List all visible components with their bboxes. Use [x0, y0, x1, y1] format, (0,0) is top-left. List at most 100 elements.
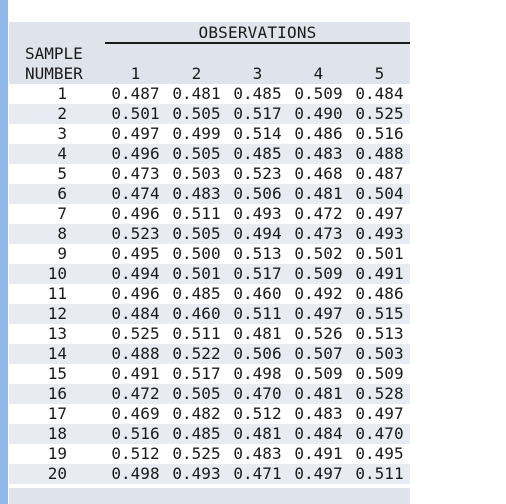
observation-cell: 0.493 [172, 464, 221, 483]
sample-number-cell: 1 [57, 84, 67, 103]
observation-cell: 0.525 [111, 324, 160, 343]
observations-table: OBSERVATIONS SAMPLE NUMBER 1 2 3 4 5 1 0.… [9, 22, 410, 504]
observation-cell: 0.468 [294, 164, 343, 183]
observation-cell: 0.516 [111, 424, 160, 443]
table-row: 19 0.512 0.525 0.483 0.491 0.495 [9, 444, 410, 464]
observation-cell: 0.498 [111, 464, 160, 483]
observation-cell: 0.487 [355, 164, 404, 183]
observation-cell: 0.509 [294, 84, 343, 103]
observation-cell: 0.487 [111, 84, 160, 103]
sample-number-cell: 7 [57, 204, 67, 223]
table-row: 3 0.497 0.499 0.514 0.486 0.516 [9, 124, 410, 144]
sample-number-cell: 8 [57, 224, 67, 243]
observation-cell: 0.525 [172, 444, 221, 463]
observation-cell: 0.486 [355, 284, 404, 303]
sample-number-cell: 5 [57, 164, 67, 183]
observation-cell: 0.507 [294, 344, 343, 363]
observation-cell: 0.481 [172, 84, 221, 103]
observation-cell: 0.482 [172, 404, 221, 423]
observation-cell: 0.516 [355, 124, 404, 143]
table-row: 7 0.496 0.511 0.493 0.472 0.497 [9, 204, 410, 224]
observation-cell: 0.469 [111, 404, 160, 423]
observation-cell: 0.492 [294, 284, 343, 303]
observation-cell: 0.503 [355, 344, 404, 363]
observation-cell: 0.523 [233, 164, 282, 183]
table-header: OBSERVATIONS SAMPLE NUMBER 1 2 3 4 5 [9, 22, 410, 84]
table-row: 11 0.496 0.485 0.460 0.492 0.486 [9, 284, 410, 304]
sample-number-cell: 11 [47, 284, 67, 303]
observation-cell: 0.502 [294, 244, 343, 263]
observation-cell: 0.488 [111, 344, 160, 363]
observation-cell: 0.474 [111, 184, 160, 203]
sample-number-cell: 18 [47, 424, 67, 443]
column-header-5: 5 [374, 64, 385, 83]
table-row: 20 0.498 0.493 0.471 0.497 0.511 [9, 464, 410, 484]
observation-cell: 0.497 [294, 464, 343, 483]
table-row: 15 0.491 0.517 0.498 0.509 0.509 [9, 364, 410, 384]
observation-cell: 0.512 [233, 404, 282, 423]
observation-cell: 0.505 [172, 224, 221, 243]
table-row: 5 0.473 0.503 0.523 0.468 0.487 [9, 164, 410, 184]
observation-cell: 0.495 [111, 244, 160, 263]
observation-cell: 0.523 [111, 224, 160, 243]
observation-cell: 0.484 [355, 84, 404, 103]
observation-cell: 0.505 [172, 104, 221, 123]
observation-cell: 0.496 [111, 284, 160, 303]
observation-cell: 0.483 [294, 404, 343, 423]
observation-cell: 0.501 [355, 244, 404, 263]
observation-cell: 0.483 [233, 444, 282, 463]
column-header-4: 4 [313, 64, 324, 83]
sample-number-cell: 16 [47, 384, 67, 403]
observation-cell: 0.484 [111, 304, 160, 323]
observation-cell: 0.472 [294, 204, 343, 223]
observation-cell: 0.505 [172, 144, 221, 163]
observation-cell: 0.496 [111, 144, 160, 163]
observation-cell: 0.506 [233, 184, 282, 203]
observation-cell: 0.481 [233, 424, 282, 443]
observation-cell: 0.490 [294, 104, 343, 123]
table-row: 8 0.523 0.505 0.494 0.473 0.493 [9, 224, 410, 244]
sample-number-cell: 10 [47, 264, 67, 283]
sample-number-cell: 2 [57, 104, 67, 123]
observation-cell: 0.485 [172, 284, 221, 303]
column-header-2: 2 [191, 64, 202, 83]
sample-number-heading-line2: NUMBER [25, 64, 83, 83]
observation-cell: 0.497 [111, 124, 160, 143]
observation-cell: 0.491 [355, 264, 404, 283]
observation-cell: 0.473 [294, 224, 343, 243]
observation-cell: 0.509 [294, 364, 343, 383]
table-row: 10 0.494 0.501 0.517 0.509 0.491 [9, 264, 410, 284]
observation-cell: 0.517 [233, 264, 282, 283]
sample-number-cell: 19 [47, 444, 67, 463]
observation-cell: 0.481 [294, 184, 343, 203]
observation-cell: 0.517 [233, 104, 282, 123]
observation-cell: 0.481 [233, 324, 282, 343]
observation-cell: 0.509 [294, 264, 343, 283]
observation-cell: 0.473 [111, 164, 160, 183]
table-row: 9 0.495 0.500 0.513 0.502 0.501 [9, 244, 410, 264]
observation-cell: 0.460 [233, 284, 282, 303]
sample-number-cell: 4 [57, 144, 67, 163]
table-row: 17 0.469 0.482 0.512 0.483 0.497 [9, 404, 410, 424]
observation-cell: 0.494 [233, 224, 282, 243]
observation-cell: 0.505 [172, 384, 221, 403]
sample-number-cell: 20 [47, 464, 67, 483]
table-footer [9, 488, 410, 504]
table-row: 14 0.488 0.522 0.506 0.507 0.503 [9, 344, 410, 364]
table-row: 13 0.525 0.511 0.481 0.526 0.513 [9, 324, 410, 344]
observation-cell: 0.522 [172, 344, 221, 363]
observation-cell: 0.471 [233, 464, 282, 483]
table-body: 1 0.487 0.481 0.485 0.509 0.484 2 0.501 0.505 0.5… [9, 84, 410, 484]
observation-cell: 0.484 [294, 424, 343, 443]
sample-number-cell: 14 [47, 344, 67, 363]
observation-cell: 0.491 [111, 364, 160, 383]
sample-number-cell: 9 [57, 244, 67, 263]
table-row: 16 0.472 0.505 0.470 0.481 0.528 [9, 384, 410, 404]
observation-cell: 0.511 [172, 204, 221, 223]
sample-number-cell: 17 [47, 404, 67, 423]
observation-cell: 0.486 [294, 124, 343, 143]
table-row: 4 0.496 0.505 0.485 0.483 0.488 [9, 144, 410, 164]
observation-cell: 0.498 [233, 364, 282, 383]
observations-underline [105, 42, 410, 44]
observation-cell: 0.472 [111, 384, 160, 403]
